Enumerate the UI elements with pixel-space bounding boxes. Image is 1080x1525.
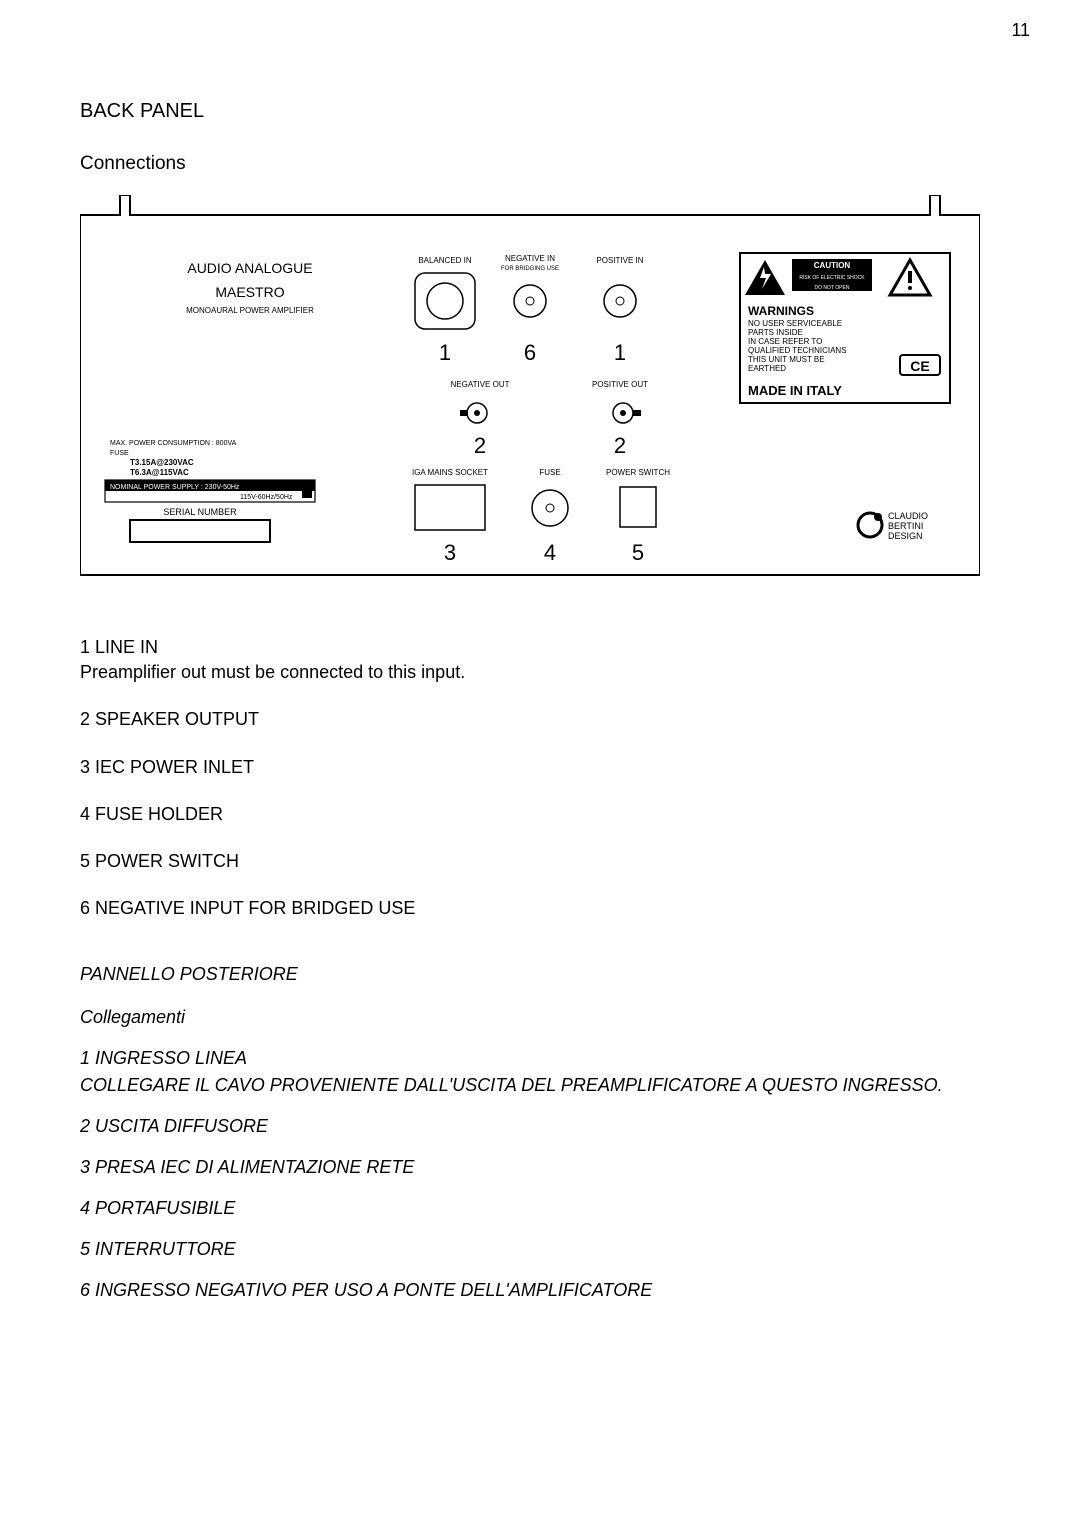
warnings-l3: IN CASE REFER TO: [748, 337, 822, 346]
label-negative-out: NEGATIVE OUT: [451, 380, 510, 389]
num-3: 3: [444, 540, 456, 565]
caution-sub2: DO NOT OPEN: [815, 285, 850, 291]
legend-it-title1: PANNELLO POSTERIORE: [80, 961, 1010, 988]
num-5: 5: [632, 540, 644, 565]
label-power-switch: POWER SWITCH: [606, 468, 670, 477]
legend-it-2: 2 USCITA DIFFUSORE: [80, 1113, 1010, 1140]
label-balanced-in: BALANCED IN: [418, 256, 472, 265]
iec-inlet: [415, 485, 485, 530]
caution-label: CAUTION: [814, 261, 851, 270]
serial-box: [130, 520, 270, 542]
legend-it-1-body: COLLEGARE IL CAVO PROVENIENTE DALL'USCIT…: [80, 1072, 1010, 1099]
maxcons-l4: T6.3A@115VAC: [130, 468, 189, 477]
label-negative-in-sub: FOR BRIDGING USE: [501, 266, 559, 272]
back-panel-diagram: AUDIO ANALOGUE MAESTRO MONOAURAL POWER A…: [80, 195, 1010, 595]
power-switch: [620, 487, 656, 527]
binding-pos-r: [633, 410, 641, 416]
brand-line1: AUDIO ANALOGUE: [187, 260, 312, 276]
legend-english: 1 LINE IN Preamplifier out must be conne…: [80, 635, 1010, 921]
design-l3: DESIGN: [888, 531, 923, 541]
legend-italian: PANNELLO POSTERIORE Collegamenti 1 INGRE…: [80, 961, 1010, 1304]
rca-neg-in: [514, 285, 546, 317]
num-1a: 1: [439, 340, 451, 365]
binding-neg-hole: [474, 410, 480, 416]
fuse-holder: [532, 490, 568, 526]
rca-pos-in: [604, 285, 636, 317]
legend-it-6: 6 INGRESSO NEGATIVO PER USO A PONTE DELL…: [80, 1277, 1010, 1304]
warnings-l5: THIS UNIT MUST BE: [748, 355, 825, 364]
legend-it-1-head: 1 INGRESSO LINEA: [80, 1045, 1010, 1072]
legend-en-1-body: Preamplifier out must be connected to th…: [80, 660, 1010, 685]
label-negative-in: NEGATIVE IN: [505, 254, 555, 263]
label-positive-in: POSITIVE IN: [596, 256, 643, 265]
made-in: MADE IN ITALY: [748, 383, 842, 398]
legend-it-title2: Collegamenti: [80, 1004, 1010, 1031]
warnings-l4: QUALIFIED TECHNICIANS: [748, 346, 847, 355]
xlr-conn: [427, 283, 463, 319]
design-l2: BERTINI: [888, 521, 923, 531]
fuse-hole: [546, 504, 554, 512]
num-6: 6: [524, 340, 536, 365]
heading-back-panel: BACK PANEL: [80, 100, 1010, 123]
warnings-title: WARNINGS: [748, 304, 814, 318]
legend-en-6: 6 NEGATIVE INPUT FOR BRIDGED USE: [80, 896, 1010, 921]
warn-bar: [908, 271, 912, 283]
brand-line2: MAESTRO: [215, 284, 284, 300]
warnings-l2: PARTS INSIDE: [748, 328, 803, 337]
designer-dot: [874, 513, 882, 521]
serial-label: SERIAL NUMBER: [163, 507, 237, 517]
num-4: 4: [544, 540, 556, 565]
heading-connections: Connections: [80, 153, 1010, 175]
legend-en-4: 4 FUSE HOLDER: [80, 802, 1010, 827]
legend-en-3: 3 IEC POWER INLET: [80, 755, 1010, 780]
nominal-l1b: NOMINAL POWER SUPPLY : 230V-50Hz: [110, 484, 240, 491]
legend-it-5: 5 INTERRUTTORE: [80, 1236, 1010, 1263]
nominal-tick: [302, 484, 312, 498]
maxcons-l1: MAX. POWER CONSUMPTION : 800VA: [110, 440, 237, 447]
label-mains-socket: IGA MAINS SOCKET: [412, 468, 488, 477]
legend-en-1-head: 1 LINE IN: [80, 635, 1010, 660]
maxcons-l3: T3.15A@230VAC: [130, 458, 194, 467]
design-l1: CLAUDIO: [888, 511, 928, 521]
num-2a: 2: [474, 433, 486, 458]
rca-pos-in-pin: [616, 297, 624, 305]
binding-pos-hole: [620, 410, 626, 416]
caution-sub1: RISK OF ELECTRIC SHOCK: [799, 275, 865, 281]
legend-it-4: 4 PORTAFUSIBILE: [80, 1195, 1010, 1222]
warnings-l6: EARTHED: [748, 364, 786, 373]
legend-en-5: 5 POWER SWITCH: [80, 849, 1010, 874]
warn-dot: [908, 286, 912, 290]
xlr-frame: [415, 273, 475, 329]
label-fuse: FUSE: [539, 468, 560, 477]
warnings-l1: NO USER SERVICEABLE: [748, 319, 842, 328]
legend-en-2: 2 SPEAKER OUTPUT: [80, 707, 1010, 732]
maxcons-l2: FUSE: [110, 450, 129, 457]
legend-it-3: 3 PRESA IEC DI ALIMENTAZIONE RETE: [80, 1154, 1010, 1181]
brand-line3: MONOAURAL POWER AMPLIFIER: [186, 306, 314, 315]
num-2b: 2: [614, 433, 626, 458]
rca-neg-in-pin: [526, 297, 534, 305]
nominal-l2: 115V-60Hz/50Hz: [240, 494, 293, 501]
ce-label: CE: [910, 358, 929, 374]
page-number: 11: [1011, 20, 1030, 41]
label-positive-out: POSITIVE OUT: [592, 380, 648, 389]
num-1b: 1: [614, 340, 626, 365]
binding-neg-l: [460, 410, 468, 416]
